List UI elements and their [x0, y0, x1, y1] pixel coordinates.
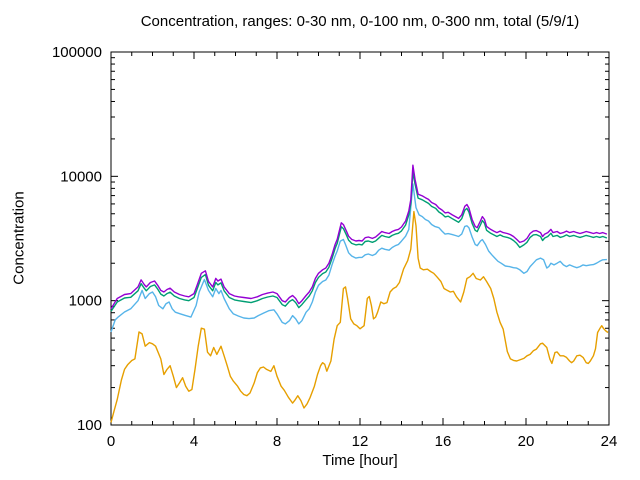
svg-text:16: 16 — [435, 433, 452, 450]
chart-title: Concentration, ranges: 0-30 nm, 0-100 nm… — [140, 13, 580, 30]
svg-text:24: 24 — [601, 433, 618, 450]
series-0-30-nm — [110, 210, 609, 423]
svg-text:0: 0 — [107, 433, 115, 450]
svg-text:20: 20 — [518, 433, 535, 450]
x-axis-label: Time [hour] — [322, 452, 398, 469]
svg-text:8: 8 — [273, 433, 281, 450]
series-0-100-nm — [110, 183, 607, 333]
series-total — [110, 164, 608, 310]
svg-text:4: 4 — [190, 433, 198, 450]
svg-text:1000: 1000 — [69, 293, 102, 310]
svg-text:12: 12 — [352, 433, 369, 450]
svg-text:100000: 100000 — [52, 44, 102, 61]
svg-text:100: 100 — [77, 417, 102, 434]
svg-text:10000: 10000 — [60, 168, 102, 185]
series-0-300-nm — [110, 171, 608, 312]
